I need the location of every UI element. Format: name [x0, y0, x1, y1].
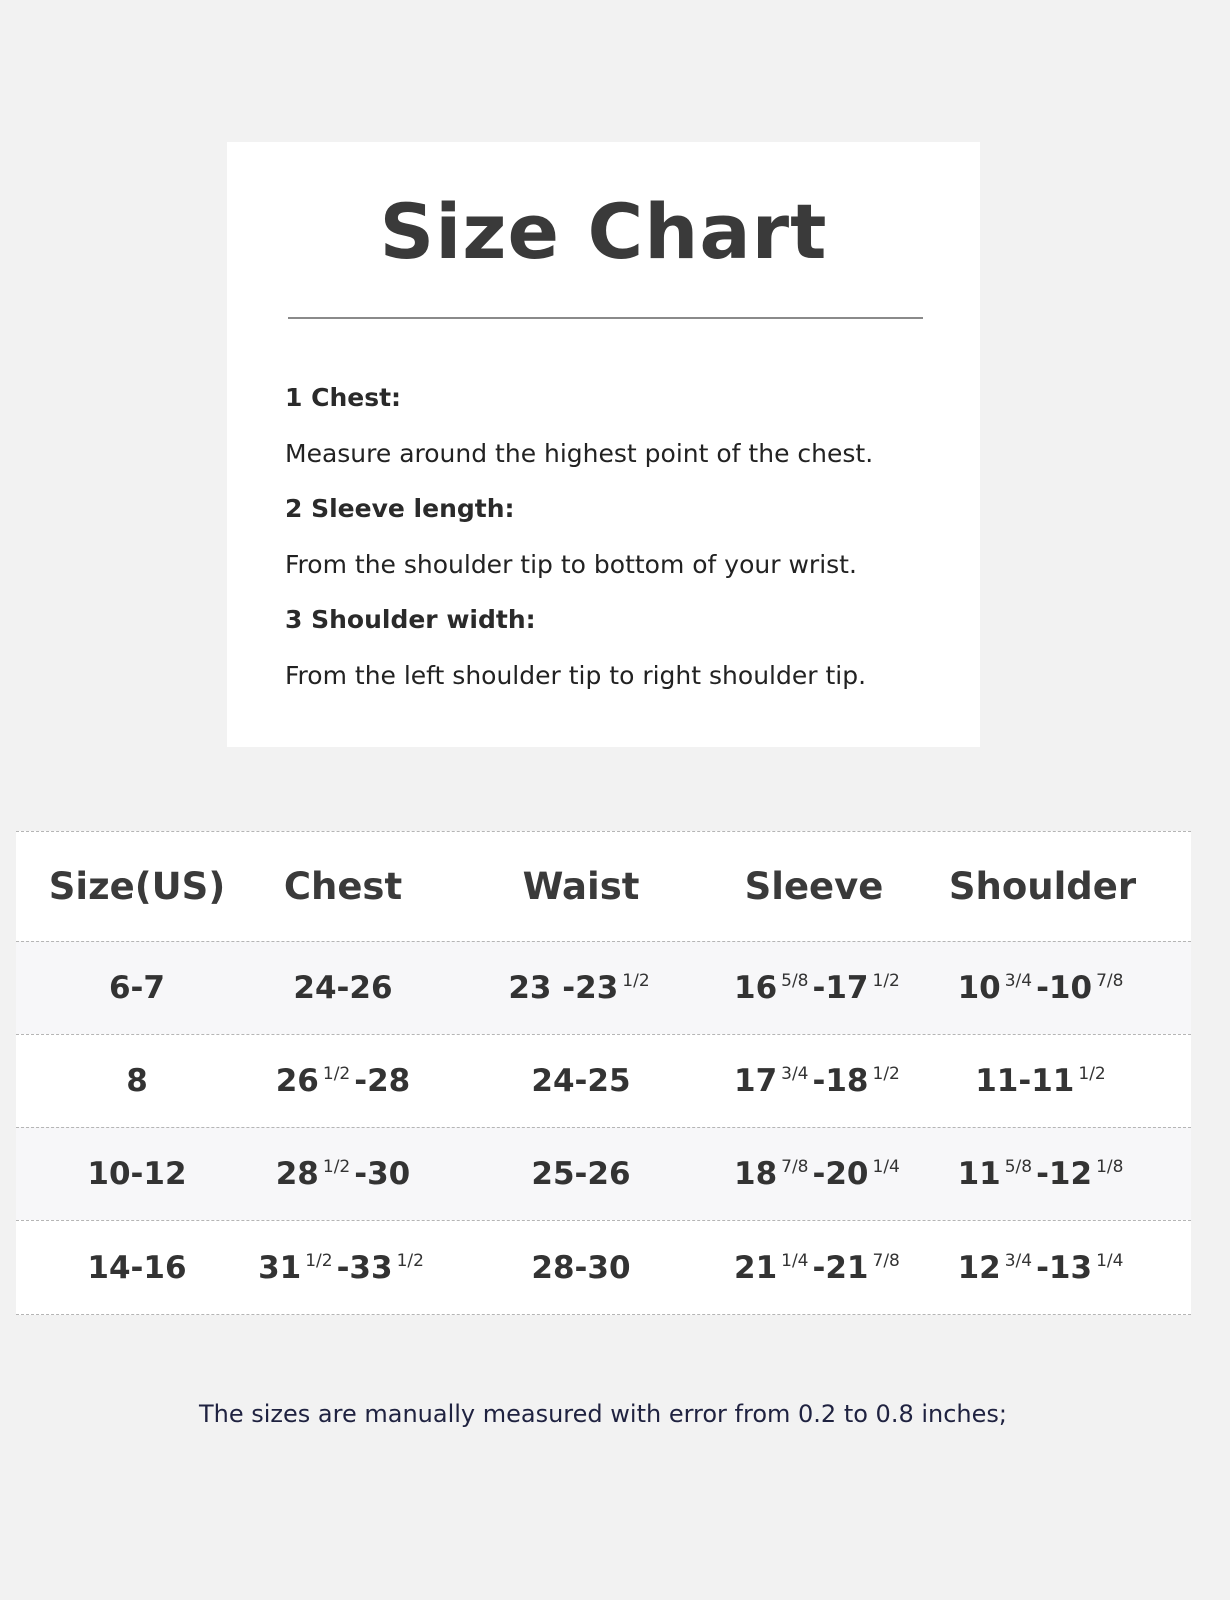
fraction: 1/2 [1078, 1064, 1106, 1084]
fraction: 3/4 [1004, 971, 1033, 991]
cell-size: 10-12 [16, 1156, 258, 1192]
value: 14-16 [87, 1249, 187, 1286]
table-row: 14-16 31 1/2 -33 1/2 28-30 21 1/4 -21 7/8 12 3/4 -13… [16, 1220, 1191, 1315]
size-table: Size(US) Chest Waist Sleeve Shoulder 6-7… [16, 831, 1191, 1315]
fraction: 1/4 [1096, 1250, 1124, 1271]
value: 10-12 [87, 1156, 187, 1192]
value: 11 [957, 1156, 1001, 1192]
column-header-sleeve: Sleeve [744, 865, 884, 908]
fraction: 7/8 [1096, 971, 1124, 991]
value: -30 [354, 1156, 411, 1192]
cell-sleeve: 16 5/8 -17 1/2 [734, 970, 900, 1006]
instruction-heading-chest: 1 Chest: [285, 383, 402, 412]
cell-size: 8 [16, 1063, 258, 1099]
value: 10 [957, 970, 1001, 1006]
table-body: 6-7 24-26 23 -23 1/2 16 5/8 -17 1/2 10 3/4 -10 7/8 8… [16, 941, 1191, 1315]
value: 16 [734, 970, 778, 1006]
column-header-chest: Chest [283, 865, 403, 908]
instruction-text-shoulder: From the left shoulder tip to right shou… [285, 660, 867, 690]
fraction: 1/2 [322, 1157, 351, 1177]
value: 8 [126, 1063, 148, 1099]
table-row: 10-12 28 1/2 -30 25-26 18 7/8 -20 1/4 11 5/8 -12 1/8 [16, 1127, 1191, 1220]
cell-chest: 26 1/2 -28 [258, 1063, 428, 1099]
value: -10 [1036, 970, 1093, 1006]
fraction: 1/2 [872, 1064, 900, 1084]
page-title: Size Chart [379, 187, 828, 276]
fraction: 1/8 [1096, 1157, 1124, 1177]
table-row: 8 26 1/2 -28 24-25 17 3/4 -18 1/2 11-11 1/2 [16, 1034, 1191, 1127]
fraction: 1/2 [322, 1064, 351, 1084]
cell-shoulder: 10 3/4 -10 7/8 [894, 970, 1191, 1006]
cell-shoulder: 11 5/8 -12 1/8 [894, 1156, 1191, 1192]
instruction-heading-shoulder: 3 Shoulder width: [285, 605, 536, 635]
cell-waist: 25-26 [428, 1156, 734, 1192]
value: 11-11 [975, 1063, 1075, 1099]
value: 12 [957, 1249, 1001, 1286]
fraction: 3/4 [781, 1064, 809, 1084]
fraction: 1/2 [622, 971, 650, 991]
instruction-heading-sleeve: 2 Sleeve length: [285, 494, 515, 524]
fraction: 1/2 [396, 1250, 424, 1271]
cell-shoulder: 11-11 1/2 [894, 1063, 1191, 1099]
cell-chest: 24-26 [258, 970, 428, 1006]
column-header-waist: Waist [522, 865, 640, 908]
cell-waist: 28-30 [428, 1250, 734, 1286]
fraction: 1/4 [872, 1157, 900, 1177]
column-header-size: Size(US) [48, 865, 226, 908]
measurement-note: The sizes are manually measured with err… [198, 1400, 1007, 1428]
fraction: 1/2 [872, 971, 900, 991]
value: -28 [354, 1063, 411, 1099]
value: -33 [336, 1249, 393, 1286]
value: 24-26 [293, 970, 393, 1006]
cell-waist: 23 -23 1/2 [428, 970, 734, 1006]
fraction: 5/8 [1004, 1157, 1033, 1177]
value: -18 [812, 1063, 869, 1099]
divider [288, 317, 923, 319]
fraction: 5/8 [781, 971, 809, 991]
value: 23 -23 [508, 970, 619, 1006]
value: -20 [812, 1156, 869, 1192]
value: 18 [734, 1156, 778, 1192]
value: 28-30 [531, 1249, 631, 1286]
instruction-text-chest: Measure around the highest point of the … [285, 438, 874, 468]
size-guide-card: Size Chart 1 Chest: Measure around the h… [227, 142, 980, 747]
instruction-text-sleeve: From the shoulder tip to bottom of your … [285, 549, 857, 579]
fraction: 7/8 [781, 1157, 809, 1177]
column-header-shoulder: Shoulder [948, 865, 1137, 908]
cell-sleeve: 18 7/8 -20 1/4 [734, 1156, 900, 1192]
value: 25-26 [531, 1156, 631, 1192]
cell-sleeve: 17 3/4 -18 1/2 [734, 1063, 900, 1099]
table-row: 6-7 24-26 23 -23 1/2 16 5/8 -17 1/2 10 3/4 -10 7/8 [16, 941, 1191, 1034]
fraction: 1/4 [781, 1250, 809, 1271]
fraction: 1/2 [305, 1250, 333, 1271]
cell-chest: 28 1/2 -30 [258, 1156, 428, 1192]
value: 6-7 [108, 970, 165, 1006]
cell-size: 6-7 [16, 970, 258, 1006]
cell-waist: 24-25 [428, 1063, 734, 1099]
value: 17 [734, 1063, 778, 1099]
table-header-row: Size(US) Chest Waist Sleeve Shoulder [16, 831, 1191, 941]
fraction: 7/8 [872, 1250, 900, 1271]
value: -13 [1036, 1249, 1093, 1286]
cell-chest: 31 1/2 -33 1/2 [258, 1250, 428, 1286]
value: 31 [258, 1249, 302, 1286]
cell-sleeve: 21 1/4 -21 7/8 [734, 1249, 900, 1286]
cell-size: 14-16 [16, 1250, 258, 1286]
value: 26 [275, 1063, 319, 1099]
value: 24-25 [531, 1063, 631, 1099]
cell-shoulder: 12 3/4 -13 1/4 [894, 1250, 1191, 1286]
value: -21 [812, 1249, 869, 1286]
value: -12 [1036, 1156, 1093, 1192]
value: 21 [734, 1249, 778, 1286]
measurement-instructions: 1 Chest: Measure around the highest poin… [285, 380, 873, 714]
value: -17 [812, 970, 869, 1006]
fraction: 3/4 [1004, 1250, 1033, 1271]
value: 28 [275, 1156, 319, 1192]
